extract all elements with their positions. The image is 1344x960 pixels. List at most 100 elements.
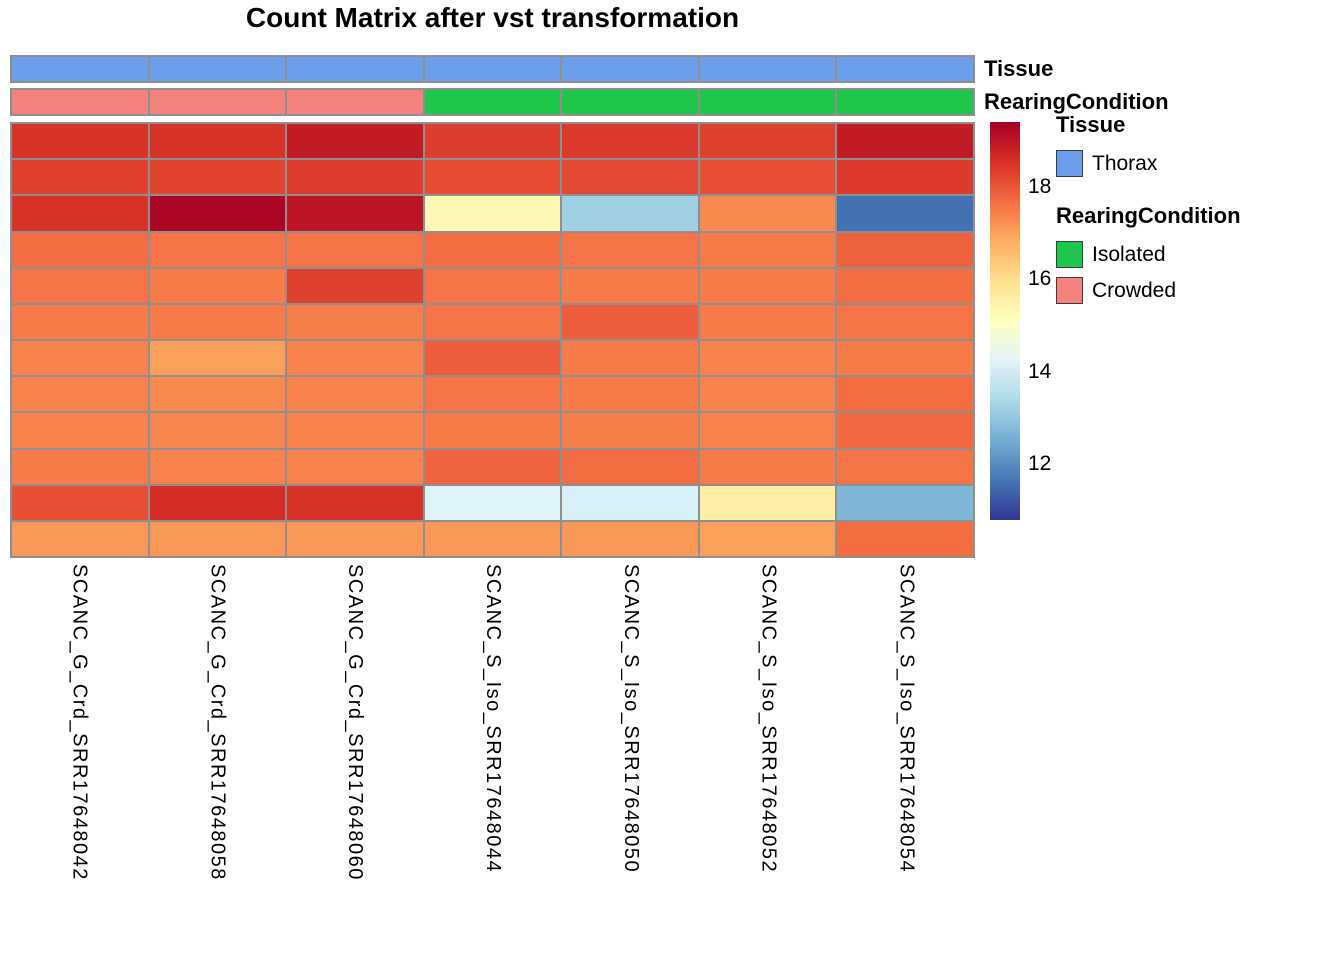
heatmap-cell [562,124,698,159]
legend-item-isolated: Isolated [1056,241,1344,268]
heatmap-cell [287,268,423,303]
legend-rearingcondition-title: RearingCondition [1056,203,1241,228]
heatmap-cell [699,449,836,484]
heatmap-cell [149,341,286,376]
heatmap-cell [149,124,286,159]
heatmap-cell [699,377,836,412]
heatmap-cell [149,449,286,484]
heatmap-cell [12,449,148,484]
annotation-cell-tissue [562,57,698,81]
heatmap-cell [12,232,148,267]
annotation-cell-rearingcondition [149,90,286,114]
annotation-cell-tissue [149,57,286,81]
heatmap-cell [287,341,423,376]
column-label-text: SCANC_G_Crd_SRR17648058 [206,564,229,881]
annotation-cell-rearingcondition [837,90,973,114]
heatmap-cell [562,413,698,448]
column-label-text: SCANC_S_Iso_SRR17648052 [757,564,780,874]
heatmap-cell [699,341,836,376]
heatmap-cell [837,521,973,556]
annotation-bar-rearingcondition [10,88,975,116]
heatmap-cell [562,485,698,520]
column-label: SCANC_S_Iso_SRR17648044 [424,564,562,881]
heatmap-cell [287,485,423,520]
legend-panel: Tissue Thorax RearingCondition Isolated … [1056,112,1344,313]
annotation-label-tissue: Tissue [984,56,1054,81]
heatmap-cell [699,304,836,339]
heatmap-cell [562,268,698,303]
colorbar-tick-label: 16 [1028,267,1052,291]
heatmap-cell [424,232,561,267]
annotation-bar-tissue [10,55,975,83]
annotation-cell-tissue [424,57,561,81]
heatmap-cell [424,124,561,159]
heatmap-cell [287,304,423,339]
heatmap-cell [149,160,286,195]
colorbar-tick-label: 18 [1028,174,1052,198]
heatmap-cell [424,449,561,484]
heatmap-cell [424,341,561,376]
heatmap-cell [424,413,561,448]
heatmap-cell [424,304,561,339]
column-label: SCANC_S_Iso_SRR17648054 [837,564,975,881]
annotation-cell-rearingcondition [287,90,423,114]
heatmap-cell [837,304,973,339]
colorbar-gradient [990,122,1020,520]
annotation-cell-tissue [837,57,973,81]
heatmap-cell [149,232,286,267]
heatmap-cell [699,232,836,267]
heatmap-cell [837,232,973,267]
legend-item-label: Thorax [1092,151,1158,175]
colorbar-tick-label: 14 [1028,359,1052,383]
heatmap-cell [287,232,423,267]
column-label-text: SCANC_S_Iso_SRR17648044 [482,564,504,874]
heatmap-cell [149,521,286,556]
heatmap-cell [12,268,148,303]
heatmap-cell [699,413,836,448]
annotation-cell-rearingcondition [424,90,561,114]
heatmap-cell [562,160,698,195]
heatmap-cell [699,160,836,195]
heatmap-cell [562,304,698,339]
heatmap-cell [837,413,973,448]
heatmap-cell [699,521,836,556]
column-label: SCANC_G_Crd_SRR17648060 [286,564,424,881]
heatmap-cell [12,521,148,556]
heatmap-grid [10,122,975,558]
heatmap-cell [562,377,698,412]
heatmap-cell [837,341,973,376]
heatmap-cell [424,160,561,195]
isolated-color-swatch [1056,241,1083,268]
annotation-cell-tissue [699,57,836,81]
column-label: SCANC_G_Crd_SRR17648042 [10,564,148,881]
heatmap-cell [12,196,148,231]
heatmap-cell [562,449,698,484]
annotation-cell-rearingcondition [562,90,698,114]
thorax-color-swatch [1056,150,1083,177]
heatmap-cell [562,196,698,231]
annotation-label-rearingcondition: RearingCondition [984,89,1169,114]
colorbar-tick-label: 12 [1028,452,1052,476]
heatmap-cell [562,232,698,267]
heatmap-cell [12,377,148,412]
heatmap-cell [12,485,148,520]
column-label: SCANC_G_Crd_SRR17648058 [148,564,286,881]
legend-item-crowded: Crowded [1056,277,1344,304]
heatmap-cell [12,413,148,448]
column-label-text: SCANC_S_Iso_SRR17648050 [619,564,642,874]
chart-title: Count Matrix after vst transformation [245,2,740,33]
heatmap-cell [424,196,561,231]
heatmap-cell [837,196,973,231]
heatmap-cell [149,377,286,412]
heatmap-cell [424,377,561,412]
annotation-cell-rearingcondition [699,90,836,114]
heatmap-cell [424,268,561,303]
column-label: SCANC_S_Iso_SRR17648050 [561,564,699,881]
heatmap-cell [287,196,423,231]
heatmap-cell [424,521,561,556]
heatmap-cell [12,304,148,339]
heatmap-cell [837,377,973,412]
heatmap-cell [12,124,148,159]
heatmap-cell [287,449,423,484]
